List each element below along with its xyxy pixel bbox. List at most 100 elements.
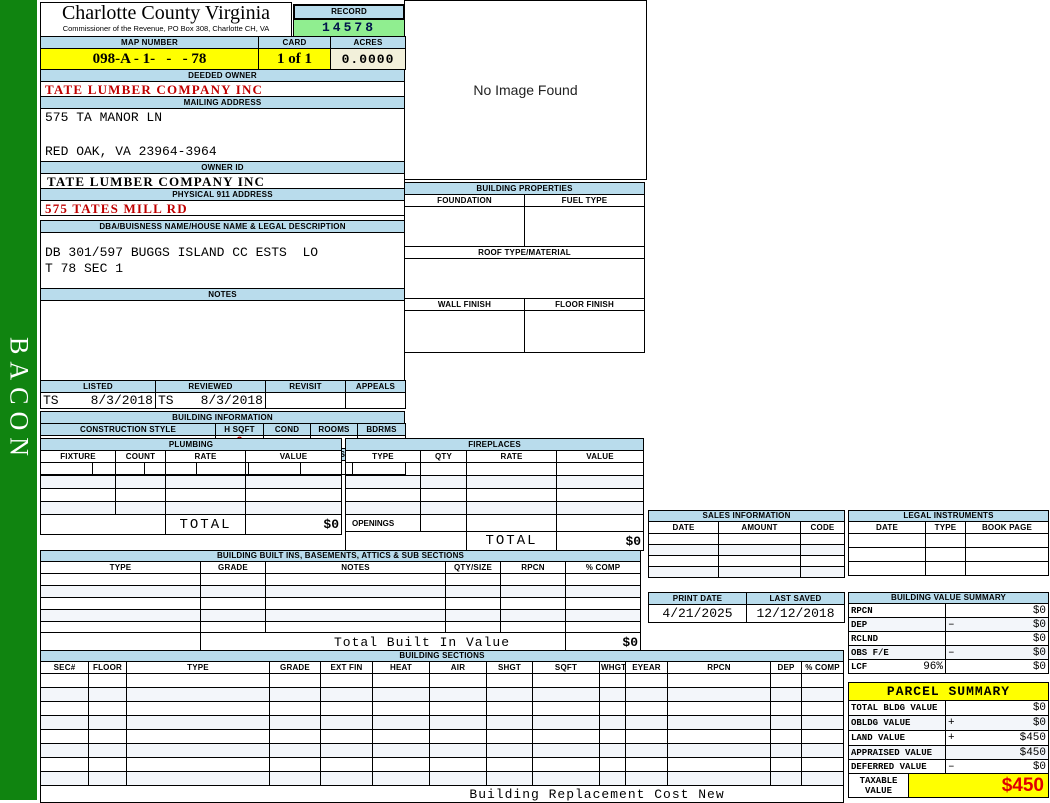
record-label: RECORD bbox=[294, 5, 404, 19]
fireplaces-title: FIREPLACES bbox=[344, 438, 645, 451]
building-value-summary-title: BUILDING VALUE SUMMARY bbox=[847, 592, 1050, 604]
table-row bbox=[40, 729, 845, 744]
bvs-row-label: OBS F/E bbox=[848, 645, 946, 660]
mailing-line1: 575 TA MANOR LN bbox=[45, 110, 163, 125]
rooms-label: ROOMS bbox=[310, 423, 358, 436]
taxable-value-label: TAXABLE VALUE bbox=[848, 773, 909, 798]
table-row bbox=[648, 566, 846, 578]
legal-instruments-title: LEGAL INSTRUMENTS bbox=[848, 510, 1049, 522]
parcel-row-label: OBLDG VALUE bbox=[848, 715, 946, 731]
building-sections-title: BUILDING SECTIONS bbox=[39, 650, 845, 662]
bvs-row-value: $0 bbox=[944, 631, 1050, 646]
bvs-row-value: – $0 bbox=[944, 645, 1050, 660]
building-properties-title: BUILDING PROPERTIES bbox=[403, 182, 646, 195]
table-row bbox=[648, 533, 846, 545]
construction-style-label: CONSTRUCTION STYLE bbox=[40, 423, 216, 436]
table-row bbox=[40, 701, 845, 716]
appeals-value bbox=[345, 392, 406, 409]
reviewed-label: REVIEWED bbox=[155, 380, 266, 393]
legal-line1: DB 301/597 BUGGS ISLAND CC ESTS LO bbox=[45, 245, 319, 260]
plumbing-title: PLUMBING bbox=[39, 438, 343, 451]
table-row bbox=[40, 757, 845, 772]
table-row bbox=[648, 555, 846, 567]
parcel-identity-panel: MAP NUMBER CARD ACRES 098-A - 1- - - 78 … bbox=[40, 36, 406, 475]
no-image-text: No Image Found bbox=[473, 82, 578, 98]
table-row bbox=[40, 475, 343, 489]
hsqft-label: H SQFT bbox=[215, 423, 264, 436]
sales-table: SALES INFORMATION DATE AMOUNT CODE bbox=[647, 510, 846, 578]
table-row bbox=[345, 488, 645, 502]
parcel-row-label: APPRAISED VALUE bbox=[848, 745, 946, 760]
bvs-row-value: $0 bbox=[944, 603, 1050, 618]
mailing-line2: RED OAK, VA 23964-3964 bbox=[45, 144, 217, 159]
bdrms-label: BDRMS bbox=[357, 423, 406, 436]
table-row bbox=[345, 475, 645, 489]
foundation-label: FOUNDATION bbox=[404, 194, 525, 207]
listed-value: TS 8/3/2018 bbox=[40, 392, 156, 409]
table-row bbox=[40, 771, 845, 786]
review-table: LISTED REVIEWED REVISIT APPEALS TS 8/3/20… bbox=[40, 380, 406, 409]
bvs-row-label: RCLND bbox=[848, 631, 946, 646]
builtins-table: BUILDING BUILT INS, BASEMENTS, ATTICS & … bbox=[39, 550, 642, 653]
legal-instruments-table: LEGAL INSTRUMENTS DATE TYPE BOOK PAGE bbox=[848, 510, 1049, 576]
property-photo-placeholder: No Image Found bbox=[404, 0, 647, 180]
owner-id-value: TATE LUMBER COMPANY INC bbox=[40, 173, 405, 189]
bvs-row-value: – $0 bbox=[944, 617, 1050, 632]
table-row bbox=[848, 547, 1049, 562]
table-row bbox=[345, 462, 645, 476]
listed-label: LISTED bbox=[40, 380, 156, 393]
card-value: 1 of 1 bbox=[258, 48, 331, 70]
last-saved-label: LAST SAVED bbox=[746, 592, 845, 605]
cond-label: COND bbox=[263, 423, 311, 436]
parcel-row-value: + $450 bbox=[944, 730, 1050, 746]
plumbing-total-label: TOTAL bbox=[165, 514, 246, 535]
table-row bbox=[40, 609, 642, 622]
parcel-row-label: DEFERRED VALUE bbox=[848, 759, 946, 774]
reviewed-value: TS 8/3/2018 bbox=[155, 392, 266, 409]
table-row bbox=[40, 743, 845, 758]
parcel-row-value: $450 bbox=[944, 745, 1050, 760]
building-properties-table: BUILDING PROPERTIES FOUNDATION FUEL TYPE… bbox=[403, 182, 646, 353]
plumbing-table: PLUMBING FIXTURE COUNT RATE VALUE TOTAL … bbox=[39, 438, 343, 535]
table-row bbox=[848, 561, 1049, 576]
record-value: 14578 bbox=[294, 19, 404, 36]
taxable-value: $450 bbox=[907, 773, 1050, 798]
print-info-table: PRINT DATE LAST SAVED 4/21/2025 12/12/20… bbox=[648, 592, 845, 623]
sales-title: SALES INFORMATION bbox=[647, 510, 846, 522]
bvs-row-label: DEP bbox=[848, 617, 946, 632]
legal-line2: T 78 SEC 1 bbox=[45, 261, 124, 276]
table-row bbox=[40, 585, 642, 598]
roof-type-value bbox=[403, 258, 646, 299]
floor-finish-value bbox=[523, 310, 646, 353]
county-subtitle: Commissioner of the Revenue, PO Box 308,… bbox=[62, 24, 270, 33]
parcel-row-value: – $0 bbox=[944, 759, 1050, 774]
table-row bbox=[40, 597, 642, 610]
sidebar: BACON bbox=[0, 0, 37, 800]
print-date-value: 4/21/2025 bbox=[648, 604, 747, 623]
acres-value: 0.0000 bbox=[330, 48, 406, 70]
county-header: Charlotte County Virginia Commissioner o… bbox=[40, 2, 292, 37]
legal-description-block: DB 301/597 BUGGS ISLAND CC ESTS LO T 78 … bbox=[40, 232, 405, 289]
foundation-value bbox=[404, 206, 525, 247]
fuel-type-label: FUEL TYPE bbox=[523, 194, 646, 207]
appeals-label: APPEALS bbox=[345, 380, 406, 393]
floor-finish-label: FLOOR FINISH bbox=[523, 298, 646, 311]
page-title: Charlotte County Virginia bbox=[61, 2, 271, 24]
bvs-row-label: LCF 96% bbox=[848, 659, 946, 674]
table-row bbox=[40, 573, 642, 586]
table-row bbox=[40, 488, 343, 502]
table-row bbox=[40, 501, 343, 515]
map-number-label: MAP NUMBER bbox=[40, 36, 259, 49]
table-row bbox=[40, 715, 845, 730]
roof-type-label: ROOF TYPE/MATERIAL bbox=[403, 246, 646, 259]
table-row bbox=[40, 462, 343, 476]
table-row bbox=[40, 687, 845, 702]
wall-finish-value bbox=[404, 310, 525, 353]
wall-finish-label: WALL FINISH bbox=[404, 298, 525, 311]
parcel-row-value: $0 bbox=[944, 700, 1050, 716]
parcel-row-label: TOTAL BLDG VALUE bbox=[848, 700, 946, 716]
revisit-label: REVISIT bbox=[265, 380, 346, 393]
notes-block bbox=[40, 300, 405, 381]
openings-label: OPENINGS bbox=[345, 514, 421, 532]
mailing-address-block: 575 TA MANOR LN RED OAK, VA 23964-3964 bbox=[40, 108, 405, 162]
